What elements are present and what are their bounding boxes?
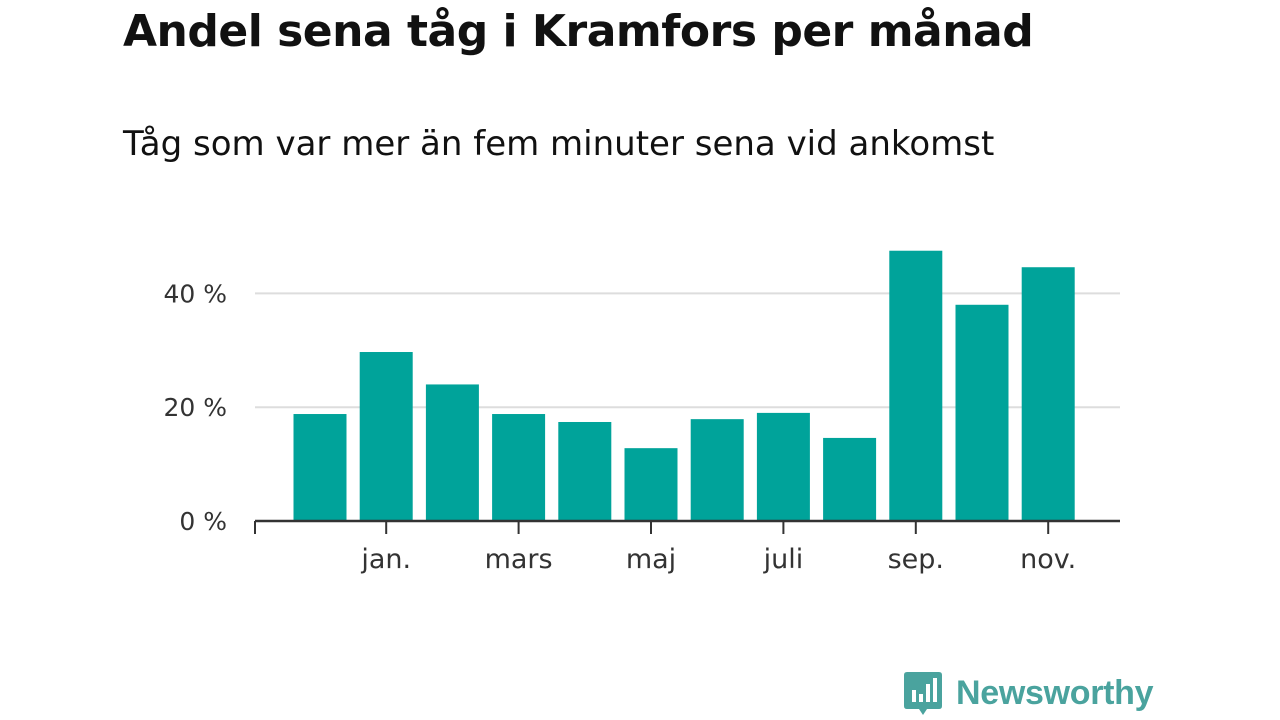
bar <box>425 384 479 521</box>
x-tick-label: juli <box>763 544 804 575</box>
bar-chart: 0 % 20 % 40 % jan. mars maj juli sep. nov. <box>163 250 1120 575</box>
bar <box>558 421 612 521</box>
x-tick-label: mars <box>485 544 553 575</box>
newsworthy-logo-icon <box>904 672 942 715</box>
bar <box>293 414 347 521</box>
bar <box>756 412 810 521</box>
bar <box>624 448 678 521</box>
brand-name: Newsworthy <box>956 673 1154 712</box>
chart-title: Andel sena tåg i Kramfors per månad <box>123 6 1034 57</box>
newsworthy-logo: Newsworthy <box>903 670 1154 716</box>
x-tick-label: maj <box>626 544 676 575</box>
bar <box>690 419 744 521</box>
y-tick-label: 0 % <box>179 507 227 536</box>
y-tick-label: 40 % <box>163 279 227 308</box>
x-tick-label: nov. <box>1020 544 1076 575</box>
y-tick-label: 20 % <box>163 393 227 422</box>
chart-subtitle: Tåg som var mer än fem minuter sena vid … <box>123 124 995 164</box>
bar <box>492 414 546 521</box>
bar <box>359 352 413 521</box>
bar <box>823 437 877 521</box>
bar <box>889 250 943 521</box>
y-axis-ticks: 0 % 20 % 40 % <box>163 279 227 536</box>
x-tick-label: jan. <box>360 544 411 575</box>
x-axis: jan. mars maj juli sep. nov. <box>254 519 1120 575</box>
bar <box>1021 267 1075 521</box>
x-tick-label: sep. <box>888 544 944 575</box>
bar <box>955 304 1009 521</box>
bars <box>293 250 1075 521</box>
